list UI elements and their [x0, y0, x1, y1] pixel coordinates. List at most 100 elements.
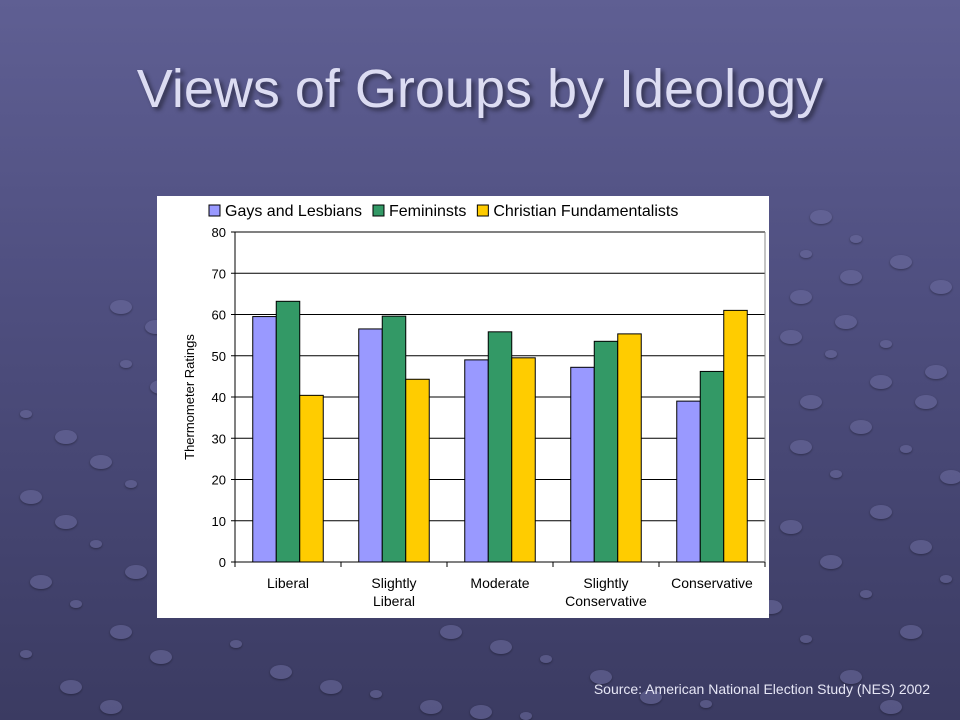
bar-christian-fundamentalists	[617, 333, 642, 563]
y-tick-label: 50	[212, 349, 226, 364]
background-dot	[125, 480, 137, 488]
background-dot	[800, 250, 812, 258]
background-dot	[640, 690, 662, 704]
x-tick-label: Slightly	[583, 575, 628, 591]
background-dot	[20, 650, 32, 658]
background-dot	[700, 700, 712, 708]
bar-christian-fundamentalists	[511, 357, 536, 563]
background-dot	[940, 470, 960, 484]
bar-femininsts	[381, 315, 407, 563]
source-caption: Source: American National Election Study…	[593, 681, 930, 697]
background-dot	[55, 515, 77, 529]
bar-gays-and-lesbians	[464, 359, 489, 563]
background-dot	[925, 365, 947, 379]
background-dot	[790, 440, 812, 454]
background-dot	[910, 540, 932, 554]
background-dot	[835, 315, 857, 329]
background-dot	[820, 555, 842, 569]
background-dot	[370, 690, 382, 698]
background-dot	[270, 665, 292, 679]
background-dot	[20, 490, 42, 504]
background-dot	[800, 635, 812, 643]
background-dot	[780, 330, 802, 344]
bar-femininsts	[593, 340, 619, 563]
bar-gays-and-lesbians	[252, 316, 277, 563]
background-dot	[540, 655, 552, 663]
bar-christian-fundamentalists	[405, 378, 430, 563]
bar-gays-and-lesbians	[676, 400, 701, 563]
background-dot	[915, 395, 937, 409]
legend-swatch	[208, 204, 221, 217]
legend-label: Christian Fundamentalists	[493, 203, 678, 220]
background-dot	[230, 640, 242, 648]
y-tick-label: 80	[212, 225, 226, 240]
chart-panel: 0 10 20 30 40 50 60 70 80 Thermometer Ratings Libe…	[157, 196, 769, 618]
background-dot	[420, 700, 442, 714]
bar-gays-and-lesbians	[570, 366, 595, 563]
background-dot	[800, 395, 822, 409]
bar-christian-fundamentalists	[299, 394, 324, 563]
background-dot	[870, 505, 892, 519]
background-dot	[840, 270, 862, 284]
bar-chart: 0 10 20 30 40 50 60 70 80 Thermometer Ratings Libe…	[182, 203, 766, 609]
legend-label: Gays and Lesbians	[225, 203, 362, 220]
background-dot	[890, 255, 912, 269]
slide-title: Views of Groups by Ideology	[136, 59, 824, 119]
bar-gays-and-lesbians	[358, 328, 383, 563]
x-tick-label: Conservative	[565, 593, 647, 609]
background-dot	[900, 625, 922, 639]
background-dot	[70, 600, 82, 608]
legend-label: Femininsts	[389, 203, 466, 220]
background-dot	[520, 712, 532, 720]
background-dot	[110, 300, 132, 314]
background-dot	[20, 410, 32, 418]
x-tick-label: Liberal	[373, 593, 415, 609]
background-dot	[150, 650, 172, 664]
background-dot	[120, 360, 132, 368]
background-dot	[900, 445, 912, 453]
background-dot	[830, 470, 842, 478]
y-tick-label: 30	[212, 431, 226, 446]
y-axis-label: Thermometer Ratings	[182, 334, 197, 460]
background-dot	[100, 700, 122, 714]
background-dot	[810, 210, 832, 224]
bar-christian-fundamentalists	[723, 309, 748, 563]
x-tick-label: Moderate	[470, 575, 529, 591]
background-dot	[860, 590, 872, 598]
background-dot	[320, 680, 342, 694]
background-dot	[590, 670, 612, 684]
legend-swatch	[372, 204, 385, 217]
background-dot	[470, 705, 492, 719]
legend-swatch	[476, 204, 489, 217]
background-dot	[90, 455, 112, 469]
background-dot	[440, 625, 462, 639]
y-tick-label: 10	[212, 514, 226, 529]
background-dot	[850, 235, 862, 243]
background-dot	[825, 350, 837, 358]
y-tick-label: 20	[212, 473, 226, 488]
background-dot	[880, 340, 892, 348]
y-tick-label: 0	[219, 555, 226, 570]
background-dot	[780, 520, 802, 534]
x-tick-label: Liberal	[267, 575, 309, 591]
background-dot	[490, 640, 512, 654]
background-dot	[110, 625, 132, 639]
background-dot	[90, 540, 102, 548]
background-dot	[60, 680, 82, 694]
y-tick-label: 70	[212, 266, 226, 281]
bar-femininsts	[487, 331, 513, 563]
background-dot	[790, 290, 812, 304]
background-dot	[930, 280, 952, 294]
background-dot	[940, 575, 952, 583]
y-tick-label: 40	[212, 390, 226, 405]
background-dot	[870, 375, 892, 389]
background-dot	[880, 700, 902, 714]
bar-femininsts	[275, 300, 301, 563]
bar-femininsts	[699, 370, 725, 563]
y-tick-label: 60	[212, 308, 226, 323]
background-dot	[30, 575, 52, 589]
background-dot	[840, 670, 862, 684]
x-tick-label: Conservative	[671, 575, 753, 591]
background-dot	[850, 420, 872, 434]
x-tick-label: Slightly	[371, 575, 416, 591]
